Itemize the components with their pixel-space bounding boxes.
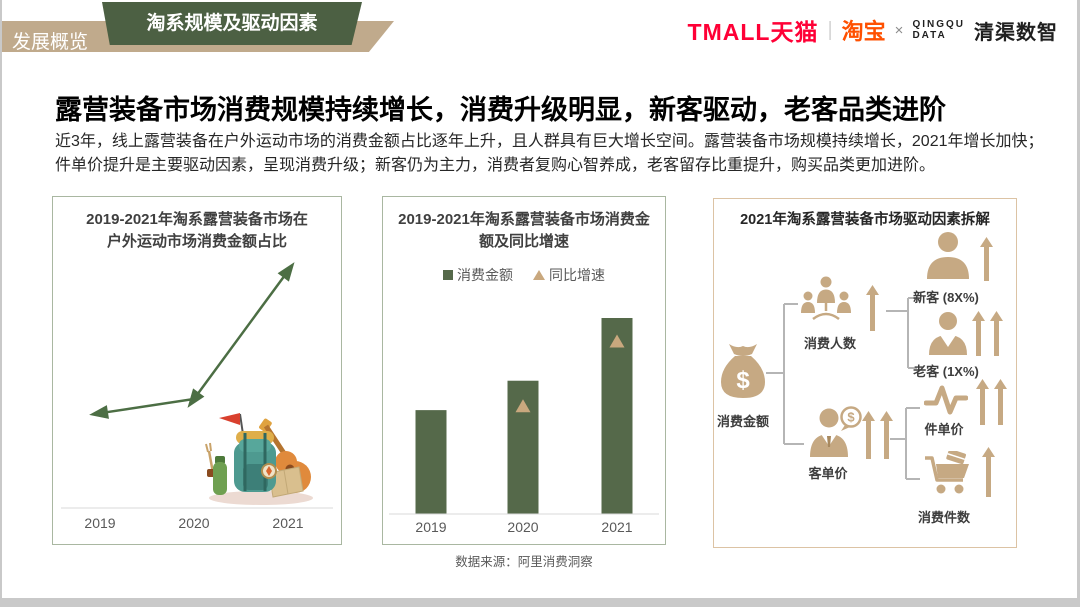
cart-icon	[925, 451, 969, 494]
x-axis-label: 2021	[601, 519, 633, 535]
svg-text:$: $	[847, 410, 855, 425]
logo-bar: TMALL天猫 | 淘宝 × QINGQU DATA 清渠数智	[688, 13, 1058, 47]
up-arrows-unit-price	[976, 379, 1007, 430]
person-dollar-icon: $	[810, 406, 862, 457]
growth-marker-2021	[609, 334, 625, 348]
page-title: 露营装备市场消费规模持续增长，消费升级明显，新客驱动，老客品类进阶	[55, 95, 946, 125]
up-arrows-price-per-customer	[862, 411, 893, 464]
growth-up-arrow-glyphs	[862, 411, 893, 459]
new-customer-icon	[927, 232, 969, 279]
qingqu-data-logo: QINGQU DATA	[912, 19, 965, 41]
line-data-marker	[187, 388, 205, 408]
bar-chart	[389, 318, 659, 515]
line-data-marker	[277, 262, 295, 282]
growth-up-arrow-glyphs	[982, 447, 995, 497]
screen-edge-bottom	[0, 598, 1080, 607]
line-data-marker	[89, 405, 109, 419]
qingqu-logo-line2: DATA	[912, 30, 947, 41]
x-axis-label: 2019	[84, 515, 116, 531]
x-axis-label: 2019	[415, 519, 447, 535]
camping-illustration	[205, 413, 313, 505]
x-axis-label: 2020	[507, 519, 539, 535]
bar-swatch-icon	[443, 270, 453, 280]
growth-up-arrow-glyphs	[972, 311, 1003, 356]
line-chart	[61, 262, 333, 509]
driver-label-returning-customers: 老客 (1X%)	[913, 364, 979, 379]
legend-item-amount: 消费金额	[443, 265, 513, 285]
up-arrows-returning-customers	[972, 311, 1003, 361]
unit-price-pulse-icon	[924, 385, 968, 415]
qingqu-logo-line1: QINGQU	[912, 19, 965, 30]
x-axis-label: 2021	[272, 515, 304, 531]
driver-label-items-count: 消费件数	[917, 510, 970, 525]
line-chart-title: 2019-2021年淘系露营装备市场在 户外运动市场消费金额占比	[53, 209, 341, 253]
bar-chart-legend: 消费金额 同比增速	[383, 265, 665, 285]
triangle-swatch-icon	[533, 270, 545, 280]
returning-customer-icon	[929, 312, 967, 355]
qingqu-cn-logo: 清渠数智	[974, 21, 1058, 44]
bar-chart-title: 2019-2021年淘系露营装备市场消费金 额及同比增速	[383, 209, 665, 253]
x-axis-label: 2020	[178, 515, 210, 531]
up-arrow-buyers	[866, 285, 879, 336]
driver-label-new-customers: 新客 (8X%)	[913, 290, 979, 305]
up-arrow-items-count	[982, 447, 995, 502]
growth-up-arrow-glyphs	[866, 285, 879, 331]
money-bag-icon: $	[721, 344, 765, 398]
logo-separator: |	[827, 18, 833, 41]
line-chart-title-line2: 户外运动市场消费金额占比	[106, 233, 287, 250]
legend-label-growth: 同比增速	[549, 267, 605, 283]
driver-label-buyers: 消费人数	[803, 336, 856, 351]
driver-root-label: 消费金额	[716, 414, 769, 429]
svg-text:$: $	[736, 367, 750, 394]
bar-2019	[415, 410, 447, 514]
driver-label-unit-price: 件单价	[924, 422, 964, 437]
line-chart-title-line1: 2019-2021年淘系露营装备市场在	[86, 211, 308, 228]
bar-2021	[601, 318, 633, 514]
growth-up-arrow-glyphs	[976, 379, 1007, 425]
section-label: 发展概览	[12, 32, 89, 53]
screen-edge-left	[0, 0, 2, 607]
partnership-cross: ×	[894, 21, 904, 39]
up-arrow-new-customers	[980, 237, 993, 286]
driver-label-price-per-customer: 客单价	[808, 466, 848, 481]
tmall-logo: TMALL天猫	[687, 19, 819, 45]
driver-panel-title: 2021年淘系露营装备市场驱动因素拆解	[740, 212, 990, 228]
connector-lines	[766, 297, 920, 480]
people-group-icon	[801, 276, 851, 321]
summary-line-2: 件单价提升是主要驱动因素，呈现消费升级；新客仍为主力，消费者复购心智养成，老客留…	[55, 157, 936, 174]
data-source-note: 数据来源：阿里消费洞察	[455, 555, 593, 569]
summary-text: 近3年，线上露营装备在户外运动市场的消费金额占比逐年上升，且人群具有巨大增长空间…	[55, 130, 1050, 178]
screen-edge-right	[1077, 0, 1080, 607]
summary-line-1: 近3年，线上露营装备在户外运动市场的消费金额占比逐年上升，且人群具有巨大增长空间…	[55, 133, 1044, 150]
page-tab: 淘系规模及驱动因素	[102, 2, 362, 45]
legend-item-growth: 同比增速	[533, 265, 605, 285]
taobao-logo: 淘宝	[841, 19, 886, 44]
bar-chart-title-line1: 2019-2021年淘系露营装备市场消费金	[398, 211, 650, 228]
bar-chart-title-line2: 额及同比增速	[478, 233, 569, 250]
line-chart-panel: 2019-2021年淘系露营装备市场在 户外运动市场消费金额占比	[52, 196, 342, 545]
growth-up-arrow-glyphs	[980, 237, 993, 281]
driver-diagram-panel: 2021年淘系露营装备市场驱动因素拆解	[713, 198, 1017, 548]
legend-label-amount: 消费金额	[457, 267, 513, 283]
page-tab-label: 淘系规模及驱动因素	[146, 13, 318, 34]
growth-marker-2020	[515, 399, 531, 413]
bar-chart-panel: 2019-2021年淘系露营装备市场消费金 额及同比增速 消费金额 同比增速 2…	[382, 196, 666, 545]
